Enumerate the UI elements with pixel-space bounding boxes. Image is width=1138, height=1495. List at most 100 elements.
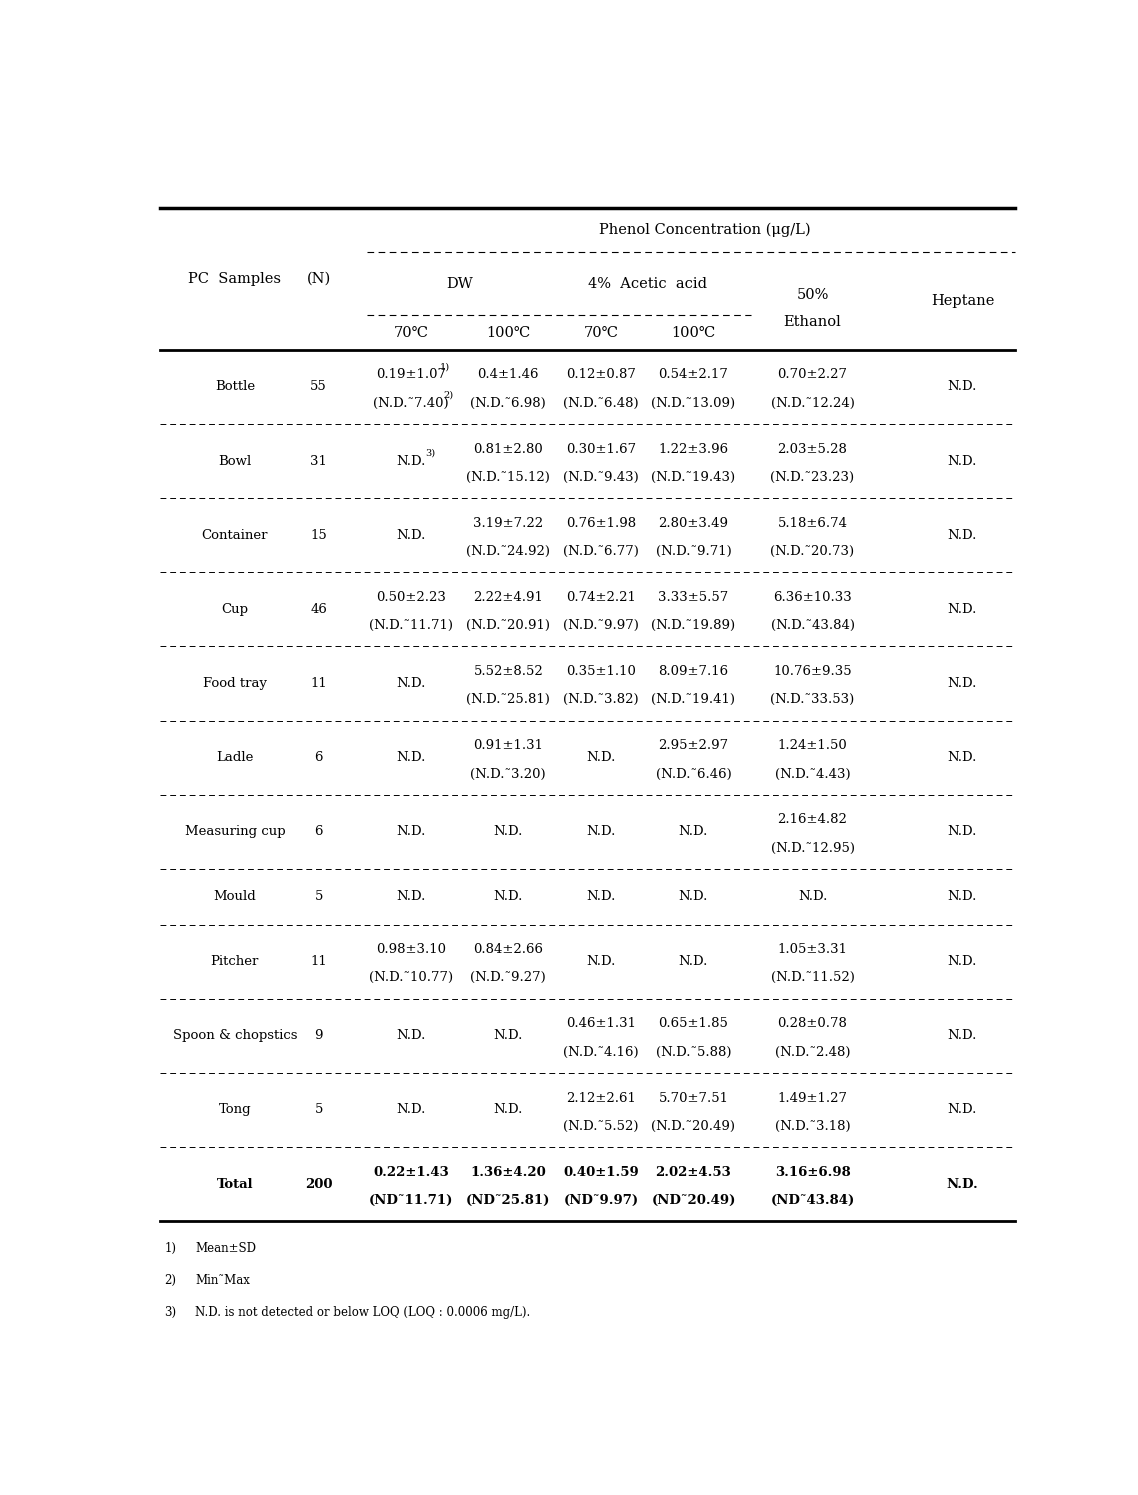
Text: N.D.: N.D.	[947, 1178, 979, 1190]
Text: (N.D.˜43.84): (N.D.˜43.84)	[770, 619, 855, 632]
Text: Measuring cup: Measuring cup	[184, 825, 286, 839]
Text: 2): 2)	[164, 1274, 176, 1287]
Text: (N.D.˜11.52): (N.D.˜11.52)	[770, 972, 855, 984]
Text: 2.22±4.91: 2.22±4.91	[473, 591, 543, 604]
Text: Mean±SD: Mean±SD	[196, 1242, 256, 1254]
Text: N.D.: N.D.	[586, 825, 616, 839]
Text: 0.98±3.10: 0.98±3.10	[377, 943, 446, 957]
Text: (N.D.˜12.24): (N.D.˜12.24)	[770, 396, 855, 410]
Text: 2.12±2.61: 2.12±2.61	[566, 1091, 636, 1105]
Text: N.D.: N.D.	[948, 1103, 978, 1117]
Text: N.D.: N.D.	[396, 750, 426, 764]
Text: N.D.: N.D.	[948, 602, 978, 616]
Text: (N.D.˜33.53): (N.D.˜33.53)	[770, 694, 855, 706]
Text: Food tray: Food tray	[203, 677, 266, 691]
Text: (N.D.˜6.48): (N.D.˜6.48)	[563, 396, 638, 410]
Text: Cup: Cup	[222, 602, 248, 616]
Text: 0.74±2.21: 0.74±2.21	[566, 591, 636, 604]
Text: 5.70±7.51: 5.70±7.51	[659, 1091, 728, 1105]
Text: (ND˜25.81): (ND˜25.81)	[467, 1195, 551, 1206]
Text: 1.49±1.27: 1.49±1.27	[777, 1091, 848, 1105]
Text: 0.40±1.59: 0.40±1.59	[563, 1166, 638, 1178]
Text: (N.D.˜6.77): (N.D.˜6.77)	[563, 546, 638, 558]
Text: (ND˜43.84): (ND˜43.84)	[770, 1195, 855, 1206]
Text: N.D.: N.D.	[396, 1029, 426, 1042]
Text: 2): 2)	[443, 390, 453, 399]
Text: Ethanol: Ethanol	[784, 314, 841, 329]
Text: N.D. is not detected or below LOQ (LOQ : 0.0006 mg/L).: N.D. is not detected or below LOQ (LOQ :…	[196, 1307, 530, 1320]
Text: 100℃: 100℃	[486, 326, 530, 339]
Text: 3): 3)	[426, 448, 436, 457]
Text: 100℃: 100℃	[671, 326, 716, 339]
Text: N.D.: N.D.	[678, 890, 708, 903]
Text: (N.D.˜3.82): (N.D.˜3.82)	[563, 694, 638, 706]
Text: (ND˜9.97): (ND˜9.97)	[563, 1195, 638, 1206]
Text: N.D.: N.D.	[948, 454, 978, 468]
Text: (N.D.˜3.20): (N.D.˜3.20)	[470, 767, 546, 780]
Text: (N.D.˜15.12): (N.D.˜15.12)	[467, 471, 550, 484]
Text: 1): 1)	[164, 1242, 176, 1254]
Text: N.D.: N.D.	[948, 380, 978, 393]
Text: 46: 46	[311, 602, 327, 616]
Text: 0.19±1.07: 0.19±1.07	[377, 368, 446, 381]
Text: (N.D.˜24.92): (N.D.˜24.92)	[467, 546, 551, 558]
Text: 2.03±5.28: 2.03±5.28	[777, 443, 848, 456]
Text: 0.4±1.46: 0.4±1.46	[478, 368, 539, 381]
Text: (N.D.˜6.98): (N.D.˜6.98)	[470, 396, 546, 410]
Text: 3): 3)	[164, 1307, 176, 1320]
Text: 0.28±0.78: 0.28±0.78	[777, 1018, 848, 1030]
Text: (N.D.˜19.43): (N.D.˜19.43)	[651, 471, 735, 484]
Text: N.D.: N.D.	[948, 1029, 978, 1042]
Text: N.D.: N.D.	[494, 1103, 523, 1117]
Text: 0.50±2.23: 0.50±2.23	[377, 591, 446, 604]
Text: (N.D.˜9.71): (N.D.˜9.71)	[655, 546, 732, 558]
Text: 50%: 50%	[797, 289, 828, 302]
Text: Total: Total	[216, 1178, 253, 1190]
Text: (N.D.˜19.41): (N.D.˜19.41)	[651, 694, 735, 706]
Text: 5.52±8.52: 5.52±8.52	[473, 665, 543, 679]
Text: Bottle: Bottle	[215, 380, 255, 393]
Text: (N.D.˜13.09): (N.D.˜13.09)	[651, 396, 735, 410]
Text: 0.81±2.80: 0.81±2.80	[473, 443, 543, 456]
Text: 1): 1)	[439, 362, 450, 371]
Text: N.D.: N.D.	[586, 955, 616, 969]
Text: (N.D.˜25.81): (N.D.˜25.81)	[467, 694, 550, 706]
Text: 0.12±0.87: 0.12±0.87	[566, 368, 636, 381]
Text: 10.76±9.35: 10.76±9.35	[773, 665, 852, 679]
Text: 15: 15	[311, 529, 327, 541]
Text: N.D.: N.D.	[948, 955, 978, 969]
Text: 55: 55	[311, 380, 327, 393]
Text: 1.05±3.31: 1.05±3.31	[777, 943, 848, 957]
Text: Heptane: Heptane	[931, 295, 995, 308]
Text: 11: 11	[311, 955, 327, 969]
Text: (N.D.˜3.18): (N.D.˜3.18)	[775, 1120, 850, 1133]
Text: Container: Container	[201, 529, 269, 541]
Text: 0.54±2.17: 0.54±2.17	[659, 368, 728, 381]
Text: 2.16±4.82: 2.16±4.82	[777, 813, 848, 827]
Text: N.D.: N.D.	[948, 890, 978, 903]
Text: N.D.: N.D.	[396, 890, 426, 903]
Text: Phenol Concentration (μg/L): Phenol Concentration (μg/L)	[599, 223, 810, 238]
Text: (N.D.˜2.48): (N.D.˜2.48)	[775, 1045, 850, 1058]
Text: 31: 31	[311, 454, 327, 468]
Text: 3.19±7.22: 3.19±7.22	[473, 517, 543, 529]
Text: (ND˜20.49): (ND˜20.49)	[651, 1195, 735, 1206]
Text: 0.30±1.67: 0.30±1.67	[566, 443, 636, 456]
Text: (N): (N)	[306, 272, 331, 286]
Text: 11: 11	[311, 677, 327, 691]
Text: (N.D.˜11.71): (N.D.˜11.71)	[369, 619, 453, 632]
Text: N.D.: N.D.	[494, 1029, 523, 1042]
Text: N.D.: N.D.	[586, 750, 616, 764]
Text: N.D.: N.D.	[494, 825, 523, 839]
Text: N.D.: N.D.	[678, 825, 708, 839]
Text: (N.D.˜20.49): (N.D.˜20.49)	[651, 1120, 735, 1133]
Text: N.D.: N.D.	[396, 677, 426, 691]
Text: 0.91±1.31: 0.91±1.31	[473, 740, 543, 752]
Text: N.D.: N.D.	[396, 1103, 426, 1117]
Text: (N.D.˜12.95): (N.D.˜12.95)	[770, 842, 855, 855]
Text: 4%  Acetic  acid: 4% Acetic acid	[587, 277, 707, 290]
Text: (N.D.˜6.46): (N.D.˜6.46)	[655, 767, 732, 780]
Text: DW: DW	[446, 277, 473, 290]
Text: 9: 9	[314, 1029, 323, 1042]
Text: 0.70±2.27: 0.70±2.27	[777, 368, 848, 381]
